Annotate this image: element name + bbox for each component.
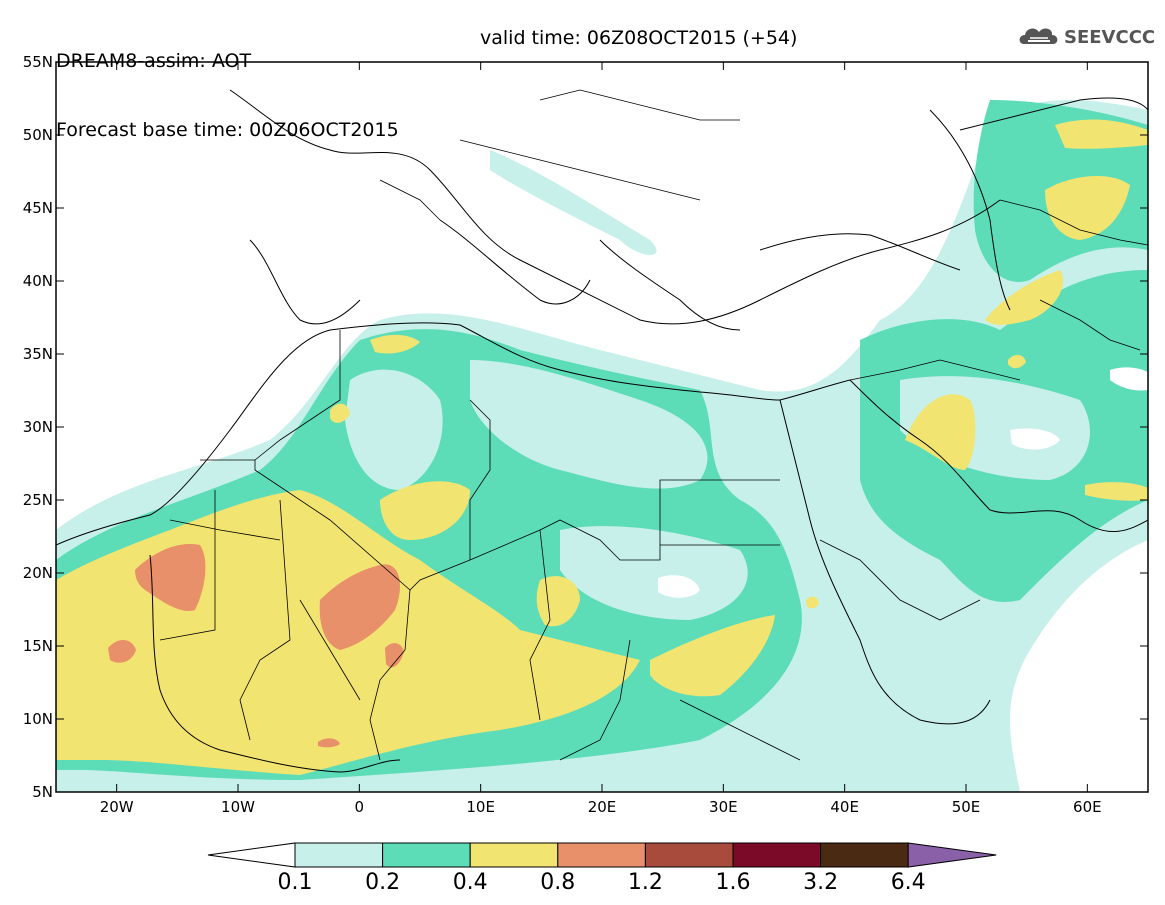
lat-label: 45N: [23, 199, 53, 217]
colorbar-label: 1.6: [715, 870, 751, 895]
lat-label: 30N: [23, 418, 53, 436]
lat-label: 15N: [23, 637, 53, 655]
lat-label: 50N: [23, 126, 53, 144]
lon-label: 10W: [221, 798, 255, 816]
colorbar-label: 0.2: [365, 870, 401, 895]
lat-label: 35N: [23, 345, 53, 363]
colorbar-swatch: [294, 842, 384, 868]
lat-label: 5N: [32, 783, 53, 801]
lat-label: 20N: [23, 564, 53, 582]
colorbar-label: 1.2: [627, 870, 663, 895]
lon-label: 10E: [466, 798, 495, 816]
lon-label: 0: [355, 798, 365, 816]
coastlines: [56, 89, 1148, 773]
lon-label: 40E: [830, 798, 859, 816]
forecast-base-time: Forecast base time: 00Z06OCT2015: [56, 119, 399, 141]
lon-label: 50E: [952, 798, 981, 816]
colorbar-label: 0.4: [452, 870, 488, 895]
colorbar-swatch: [382, 842, 471, 868]
longitude-axis: 20W 10W 0 10E 20E 30E 40E 50E 60E: [100, 62, 1102, 816]
colorbar-swatch: [644, 842, 734, 868]
title-line-1: DREAM8-assim: AOT: [56, 50, 252, 72]
colorbar-label: 6.4: [890, 870, 926, 895]
colorbar-label: 0.1: [277, 870, 313, 895]
lat-label: 10N: [23, 710, 53, 728]
colorbar-label: 0.8: [540, 870, 576, 895]
seevccc-logo: SEEVCCC: [1018, 22, 1155, 52]
lon-label: 20W: [100, 798, 134, 816]
cloud-icon: [1018, 22, 1060, 52]
aot-level-4: [319, 564, 400, 650]
colorbar-swatch: [557, 842, 646, 868]
colorbar-max-arrow: [907, 842, 997, 868]
colorbar-swatch: [469, 842, 559, 868]
valid-time: valid time: 06Z08OCT2015 (+54): [480, 27, 798, 49]
lat-label: 55N: [23, 53, 53, 71]
country-borders: [159, 89, 1148, 761]
aot-field: [56, 100, 1148, 792]
latitude-axis: 55N 50N 45N 40N 35N 30N 25N 20N 15N 10N 5N: [23, 53, 1148, 801]
colorbar: [207, 842, 997, 868]
logo-text: SEEVCCC: [1064, 26, 1156, 48]
colorbar-swatch: [732, 842, 822, 868]
lat-label: 25N: [23, 491, 53, 509]
colorbar-min-arrow: [207, 842, 296, 868]
lon-label: 60E: [1073, 798, 1102, 816]
colorbar-label: 3.2: [803, 870, 839, 895]
colorbar-labels: 0.1 0.2 0.4 0.8 1.2 1.6 3.2 6.4: [0, 870, 1165, 900]
lon-label: 20E: [588, 798, 617, 816]
map-title: DREAM8-assim: AOT Forecast base time: 00…: [56, 4, 797, 188]
lat-label: 40N: [23, 272, 53, 290]
colorbar-swatch: [820, 842, 909, 868]
lon-label: 30E: [709, 798, 738, 816]
